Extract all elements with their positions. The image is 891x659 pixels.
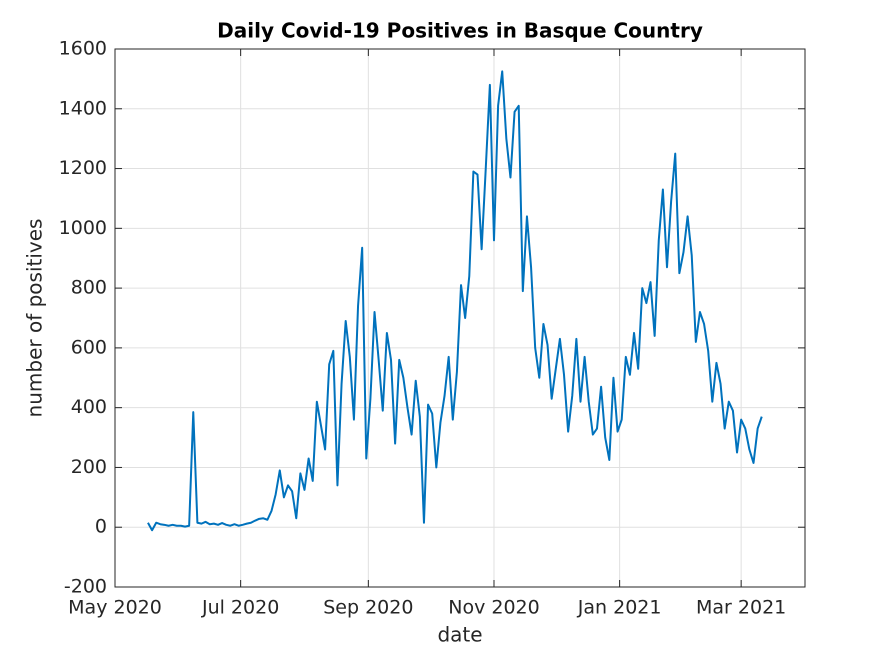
chart-title: Daily Covid-19 Positives in Basque Count… — [217, 19, 703, 43]
y-tick-label: 600 — [71, 336, 107, 358]
x-tick-label: Sep 2020 — [323, 597, 413, 619]
x-tick-label: Mar 2021 — [696, 597, 786, 619]
y-tick-label: 1000 — [59, 217, 107, 239]
y-tick-label: -200 — [64, 576, 107, 598]
y-tick-label: 1200 — [59, 157, 107, 179]
x-axis-label: date — [437, 623, 482, 647]
x-tick-label: Nov 2020 — [448, 597, 539, 619]
x-tick-label: Jan 2021 — [577, 597, 662, 619]
y-tick-label: 800 — [71, 277, 107, 299]
y-tick-label: 200 — [71, 456, 107, 478]
y-axis-label: number of positives — [23, 219, 47, 418]
plot-frame — [114, 48, 806, 588]
x-tick-label: May 2020 — [68, 597, 162, 619]
y-tick-label: 400 — [71, 396, 107, 418]
y-tick-label: 1400 — [59, 97, 107, 119]
y-tick-label: 1600 — [59, 38, 107, 60]
y-tick-label: 0 — [95, 516, 107, 538]
x-tick-label: Jul 2020 — [201, 597, 279, 619]
data-line — [147, 70, 763, 532]
